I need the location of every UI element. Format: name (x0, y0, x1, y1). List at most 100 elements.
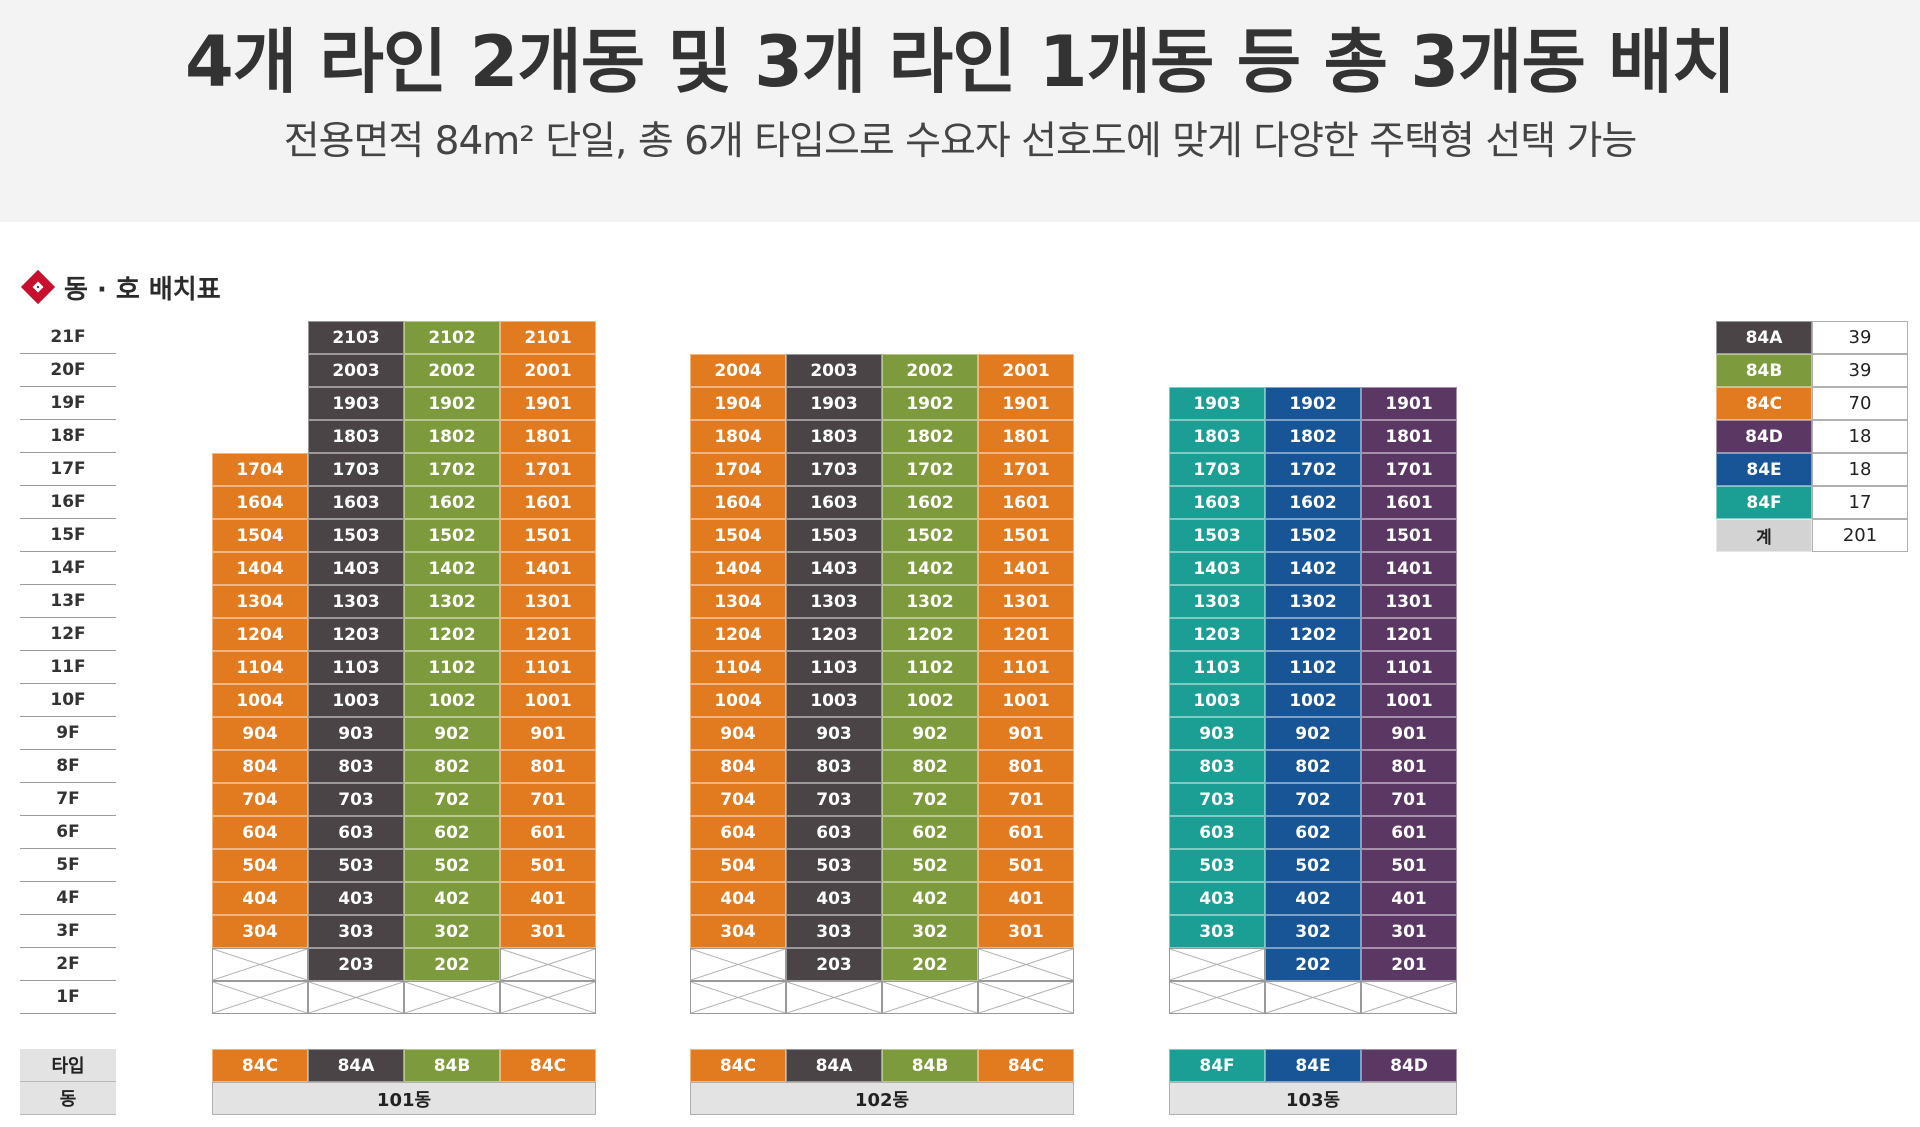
crossed-empty-icon (883, 982, 977, 1013)
crossed-empty-icon (1266, 982, 1360, 1013)
legend-count: 18 (1812, 420, 1908, 453)
unit-cell: 1201 (500, 618, 596, 651)
unit-cell: 801 (978, 750, 1074, 783)
unit-cell: 1302 (1265, 585, 1361, 618)
unit-cell: 1003 (786, 684, 882, 717)
unit-cell: 2003 (308, 354, 404, 387)
crossed-empty-icon (1170, 982, 1264, 1013)
unit-cell: 1702 (1265, 453, 1361, 486)
unit-cell: 1901 (1361, 387, 1457, 420)
hero-banner: 4개 라인 2개동 및 3개 라인 1개동 등 총 3개동 배치 전용면적 84… (0, 0, 1920, 222)
legend-row: 84C 70 (1716, 387, 1908, 420)
crossed-empty-icon (213, 949, 307, 980)
unit-cell: 1203 (308, 618, 404, 651)
legend-count: 18 (1812, 453, 1908, 486)
unit-cell: 802 (1265, 750, 1361, 783)
unit-cell: 1503 (308, 519, 404, 552)
legend-type: 84E (1716, 453, 1812, 486)
unit-cell: 301 (1361, 915, 1457, 948)
unit-cell: 1204 (212, 618, 308, 651)
unit-cell: 801 (1361, 750, 1457, 783)
unit-cell: 1604 (212, 486, 308, 519)
floor-label: 14F (20, 552, 116, 585)
unit-cell: 701 (1361, 783, 1457, 816)
legend-row: 84F 17 (1716, 486, 1908, 519)
dong-row-label: 동 (20, 1082, 116, 1115)
unit-cell: 1601 (500, 486, 596, 519)
unit-cell: 1501 (500, 519, 596, 552)
unit-cell: 1001 (1361, 684, 1457, 717)
unit-cell: 2003 (786, 354, 882, 387)
unit-cell: 1001 (978, 684, 1074, 717)
unit-cell: 1804 (690, 420, 786, 453)
unit-cell: 1403 (308, 552, 404, 585)
unit-cell: 1601 (1361, 486, 1457, 519)
unit-cell: 2101 (500, 321, 596, 354)
crossed-empty-icon (691, 982, 785, 1013)
unit-cell: 201 (1361, 948, 1457, 981)
unit-cell: 1902 (404, 387, 500, 420)
unit-cell: 904 (690, 717, 786, 750)
unit-cell: 1101 (978, 651, 1074, 684)
unit-cell: 503 (308, 849, 404, 882)
unit-cell: 303 (786, 915, 882, 948)
type-cell: 84E (1265, 1049, 1361, 1082)
legend-total-row: 계 201 (1716, 519, 1908, 552)
empty-unit-cell (1265, 981, 1361, 1014)
unit-cell: 1704 (690, 453, 786, 486)
unit-cell: 1303 (308, 585, 404, 618)
unit-cell: 1402 (404, 552, 500, 585)
unit-cell: 1004 (212, 684, 308, 717)
crossed-empty-icon (979, 982, 1073, 1013)
unit-cell: 1701 (500, 453, 596, 486)
unit-cell: 1404 (690, 552, 786, 585)
type-cell: 84A (308, 1049, 404, 1082)
unit-cell: 1803 (1169, 420, 1265, 453)
building-name: 101동 (212, 1082, 596, 1115)
unit-cell: 903 (308, 717, 404, 750)
unit-cell: 1003 (308, 684, 404, 717)
unit-cell: 1802 (404, 420, 500, 453)
unit-cell: 2002 (404, 354, 500, 387)
unit-cell: 1901 (978, 387, 1074, 420)
unit-cell: 701 (500, 783, 596, 816)
unit-cell: 803 (786, 750, 882, 783)
floor-label: 6F (20, 816, 116, 849)
floor-label: 12F (20, 618, 116, 651)
type-cell: 84C (690, 1049, 786, 1082)
page-title: 4개 라인 2개동 및 3개 라인 1개동 등 총 3개동 배치 (184, 21, 1736, 103)
crossed-empty-icon (405, 982, 499, 1013)
empty-unit-cell (690, 948, 786, 981)
crossed-empty-icon (691, 949, 785, 980)
unit-cell: 1202 (404, 618, 500, 651)
legend-count: 70 (1812, 387, 1908, 420)
unit-cell: 1701 (978, 453, 1074, 486)
unit-cell: 401 (500, 882, 596, 915)
empty-unit-cell (690, 981, 786, 1014)
unit-cell: 1503 (786, 519, 882, 552)
unit-cell: 1702 (404, 453, 500, 486)
legend-total-label: 계 (1716, 519, 1812, 552)
unit-cell: 1401 (1361, 552, 1457, 585)
unit-cell: 1401 (978, 552, 1074, 585)
unit-cell: 1103 (1169, 651, 1265, 684)
unit-cell: 1502 (1265, 519, 1361, 552)
unit-cell: 303 (308, 915, 404, 948)
unit-cell: 1501 (1361, 519, 1457, 552)
legend-type: 84A (1716, 321, 1812, 354)
unit-cell: 1901 (500, 387, 596, 420)
unit-cell: 503 (786, 849, 882, 882)
unit-cell: 1404 (212, 552, 308, 585)
legend-row: 84E 18 (1716, 453, 1908, 486)
building-name: 103동 (1169, 1082, 1457, 1115)
unit-cell: 801 (500, 750, 596, 783)
unit-cell: 302 (404, 915, 500, 948)
unit-cell: 1301 (500, 585, 596, 618)
unit-cell: 1803 (786, 420, 882, 453)
unit-cell: 1303 (1169, 585, 1265, 618)
unit-cell: 1003 (1169, 684, 1265, 717)
unit-cell: 304 (212, 915, 308, 948)
unit-cell: 1603 (308, 486, 404, 519)
floor-label: 10F (20, 684, 116, 717)
crossed-empty-icon (501, 949, 595, 980)
